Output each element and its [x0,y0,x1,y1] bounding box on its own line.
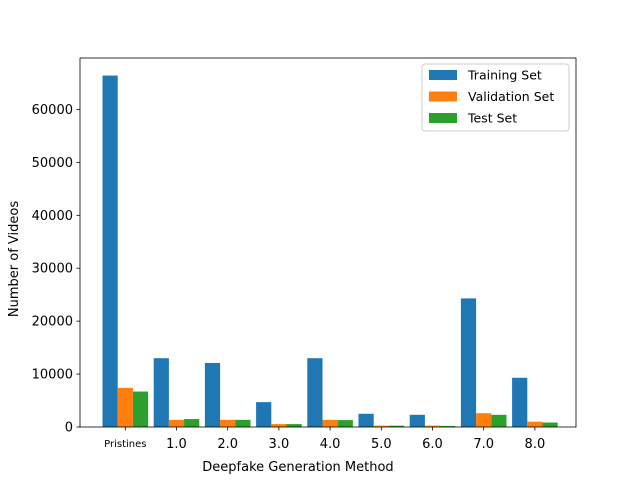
bar-validation-set-1-0 [168,419,185,427]
y-tick-label: 40000 [32,209,73,224]
bar-training-set-7-0 [460,298,477,427]
bar-validation-set-8-0 [527,421,543,427]
legend: Training Set Validation Set Test Set [421,63,570,132]
bar-validation-set-4-0 [322,419,338,427]
bar-training-set-2-0 [204,362,221,427]
bar-training-set-3-0 [256,402,272,427]
x-tick-label: 3.0 [269,437,290,452]
bar-test-set-8-0 [542,422,558,427]
legend-swatch [429,70,457,80]
bar-test-set-3-0 [286,424,302,427]
bar-training-set-6-0 [409,414,425,427]
x-tick-label: 1.0 [166,437,187,452]
x-tick-label: 8.0 [525,437,546,452]
y-tick-label: 50000 [32,156,73,171]
bar-test-set-1-0 [184,419,200,427]
x-tick-label: 2.0 [217,437,238,452]
bar-test-set-7-0 [491,414,507,427]
x-tick-label: 7.0 [473,437,494,452]
bar-validation-set-2-0 [220,419,236,427]
legend-label: Test Set [467,111,517,126]
y-tick-label: 30000 [32,262,73,277]
bar-training-set-pristines [102,75,118,428]
y-tick-label: 0 [65,421,73,436]
bar-test-set-6-0 [440,425,456,427]
legend-label: Validation Set [468,89,554,104]
bar-validation-set-6-0 [424,425,441,427]
bar-training-set-5-0 [358,413,374,427]
y-axis-title: Number of Videos [7,201,22,317]
legend-swatch [429,113,457,123]
bar-validation-set-7-0 [476,413,492,427]
bar-test-set-pristines [132,391,149,427]
bar-validation-set-5-0 [373,425,389,427]
y-tick-label: 10000 [32,368,73,383]
y-tick-label: 60000 [32,103,73,118]
bar-training-set-1-0 [153,358,169,427]
axes-layer: 0 10000 20000 30000 40000 50000 60000 Pristines… [32,57,577,452]
x-axis-title: Deepfake Generation Method [202,460,393,475]
bar-test-set-4-0 [337,420,353,427]
legend-swatch [429,91,457,102]
bar-test-set-5-0 [388,425,405,427]
plot-frame [79,57,577,428]
bar-validation-set-pristines [117,387,133,427]
legend-label: Training Set [467,68,542,83]
y-tick-label: 20000 [32,315,73,330]
bar-test-set-2-0 [235,419,251,427]
bars-layer [102,75,558,428]
x-tick-label: 6.0 [422,437,443,452]
bar-training-set-4-0 [307,358,323,427]
legend-box [421,63,570,132]
bar-training-set-8-0 [512,377,528,427]
x-tick-label: 5.0 [371,437,392,452]
x-tick-label: 4.0 [320,437,341,452]
bar-validation-set-3-0 [271,424,287,427]
x-tick-label: Pristines [104,439,146,450]
